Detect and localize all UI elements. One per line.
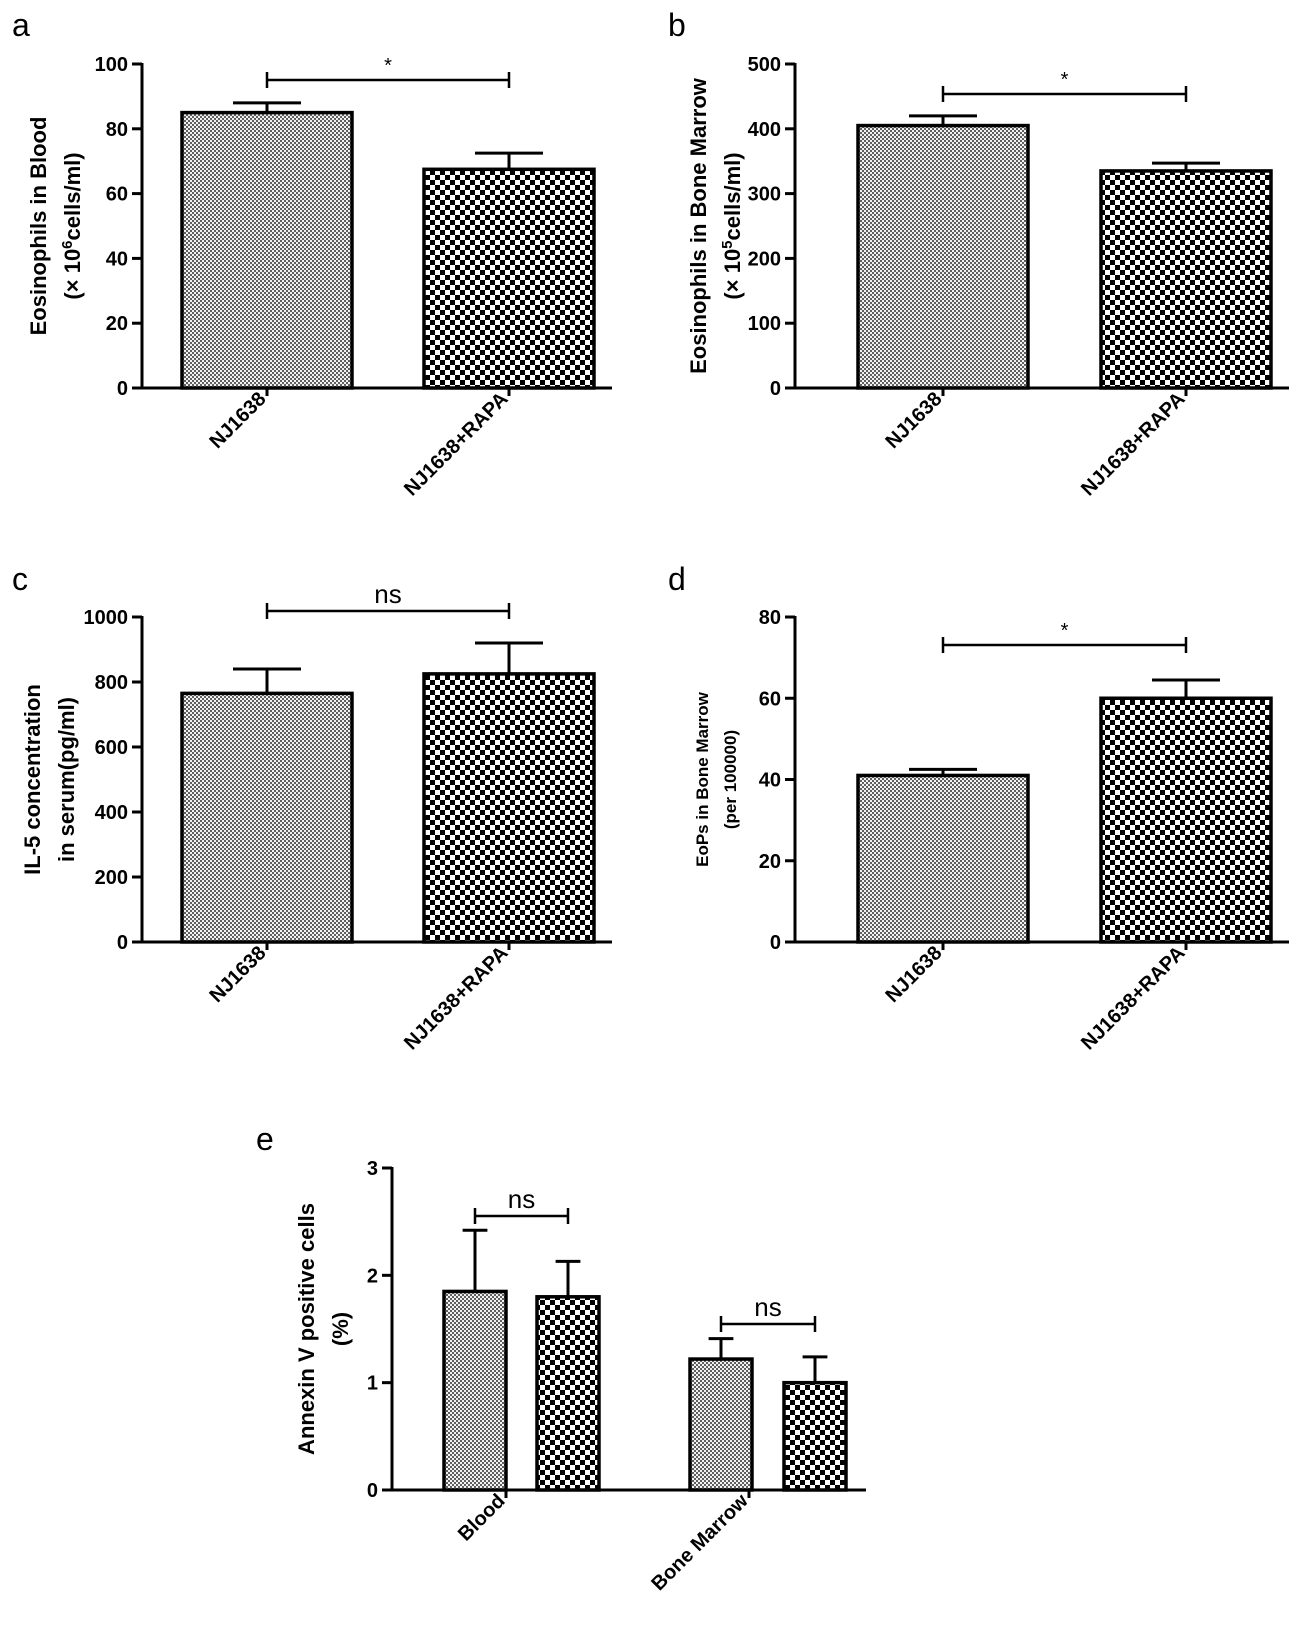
bar-control	[856, 123, 1030, 390]
y-axis-label-line: (per 100000)	[721, 730, 740, 829]
y-axis-label-line: IL-5 concentration	[20, 684, 45, 875]
category-label: NJ1638+RAPA	[400, 388, 512, 500]
y-tick-label: 600	[95, 737, 128, 759]
category-label: NJ1638	[881, 942, 946, 1007]
significance-label: ns	[754, 1292, 781, 1322]
category-label: NJ1638+RAPA	[1077, 942, 1189, 1054]
y-tick-label: 300	[748, 184, 781, 206]
y-tick-label: 500	[748, 54, 781, 76]
panel-letter: b	[668, 7, 686, 43]
y-tick-label: 40	[759, 770, 781, 792]
panel-c: c 0 200 400 600 800 1000 IL-5 concentration in s…	[12, 561, 612, 1054]
y-tick-label: 80	[759, 607, 781, 629]
y-tick-label: 60	[759, 688, 781, 710]
bar-series-1	[688, 1357, 754, 1492]
panel-a: a 0 20 40 60 80 100 Eosinophils in Blood (× 106c…	[12, 7, 612, 500]
y-axis-label-line: (× 105cells/ml)	[719, 152, 746, 299]
category-label: NJ1638+RAPA	[400, 942, 512, 1054]
y-axis-label: Annexin V positive cells (%)	[294, 1203, 353, 1455]
y-tick-label: 2	[367, 1265, 378, 1287]
y-axis-label-line: in serum(pg/ml)	[54, 697, 79, 862]
y-tick-label: 0	[117, 378, 128, 400]
significance-label: ns	[374, 579, 401, 609]
y-tick-label: 400	[748, 119, 781, 141]
y-tick-label: 200	[748, 248, 781, 270]
bar-series-2	[535, 1295, 601, 1492]
y-axis-label: EoPs in Bone Marrow (per 100000)	[693, 691, 740, 867]
y-tick-label: 100	[95, 54, 128, 76]
y-tick-label: 0	[770, 378, 781, 400]
category-label: NJ1638	[881, 388, 946, 453]
y-axis-label-line: EoPs in Bone Marrow	[693, 691, 712, 867]
panel-e: e 0 1 2 3 Annexin V positive cells (%) Blood Bon…	[256, 1121, 866, 1595]
bar-series-1	[442, 1289, 508, 1492]
significance-label: *	[384, 55, 392, 77]
panel-letter: d	[668, 561, 686, 597]
bar-control	[180, 691, 354, 944]
y-tick-label: 800	[95, 672, 128, 694]
significance-label: *	[1061, 620, 1069, 642]
y-tick-label: 200	[95, 867, 128, 889]
y-tick-label: 0	[770, 932, 781, 954]
panel-letter: a	[12, 7, 30, 43]
category-label: Blood	[454, 1490, 510, 1546]
category-label: NJ1638	[205, 388, 270, 453]
significance-label: *	[1061, 69, 1069, 91]
y-axis-label-line: (%)	[328, 1312, 353, 1346]
panel-letter: e	[256, 1121, 274, 1157]
y-tick-label: 20	[759, 851, 781, 873]
bar-treated	[422, 167, 596, 390]
bar-treated	[422, 672, 596, 944]
bar-control	[856, 773, 1030, 944]
y-tick-label: 100	[748, 313, 781, 335]
y-axis-label-line: Annexin V positive cells	[294, 1203, 319, 1455]
panel-letter: c	[12, 561, 28, 597]
y-tick-label: 0	[367, 1480, 378, 1502]
bar-control	[180, 110, 354, 390]
significance-label: ns	[508, 1184, 535, 1214]
y-tick-label: 400	[95, 802, 128, 824]
bar-treated	[1099, 169, 1273, 390]
bar-series-2	[782, 1380, 848, 1492]
category-label: NJ1638	[205, 942, 270, 1007]
y-axis-label: Eosinophils in Blood (× 106cells/ml)	[26, 117, 85, 336]
y-tick-label: 1	[367, 1373, 378, 1395]
panel-d: d 0 20 40 60 80 EoPs in Bone Marrow (per 100000…	[668, 561, 1289, 1054]
category-label: Bone Marrow	[647, 1490, 752, 1595]
y-tick-label: 60	[106, 184, 128, 206]
category-label: NJ1638+RAPA	[1077, 388, 1189, 500]
y-tick-label: 80	[106, 119, 128, 141]
y-axis-label: Eosinophils in Bone Marrow (× 105cells/ml…	[686, 77, 745, 374]
bar-treated	[1099, 696, 1273, 944]
y-axis-label-line: Eosinophils in Blood	[26, 117, 51, 336]
y-tick-label: 0	[117, 932, 128, 954]
y-tick-label: 1000	[84, 607, 129, 629]
y-tick-label: 20	[106, 313, 128, 335]
y-axis-label-line: Eosinophils in Bone Marrow	[686, 77, 711, 374]
y-tick-label: 3	[367, 1158, 378, 1180]
y-tick-label: 40	[106, 248, 128, 270]
y-axis-label-line: (× 106cells/ml)	[59, 152, 86, 299]
y-axis-label: IL-5 concentration in serum(pg/ml)	[20, 684, 79, 875]
